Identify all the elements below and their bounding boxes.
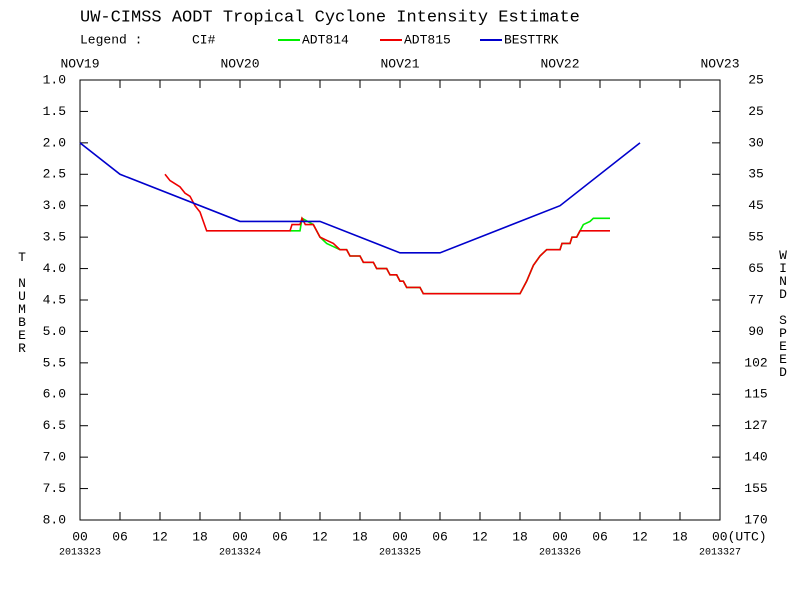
- y2-tick-label: 155: [744, 481, 767, 496]
- date-label: 2013326: [539, 548, 581, 559]
- x-tick-label: 18: [352, 529, 368, 544]
- series-line: [290, 217, 610, 295]
- y-tick-label: 1.5: [43, 104, 66, 119]
- y2-tick-label: 102: [744, 355, 767, 370]
- top-date-label: NOV21: [380, 56, 419, 71]
- y-tick-label: 3.5: [43, 230, 66, 245]
- x-tick-label: 18: [192, 529, 208, 544]
- y2-tick-label: 35: [748, 167, 764, 182]
- legend-label: Legend :: [80, 32, 142, 47]
- date-label: 2013323: [59, 548, 101, 559]
- x-tick-label: 00(UTC): [712, 529, 767, 544]
- x-tick-label: 00: [552, 529, 568, 544]
- y2-tick-label: 30: [748, 135, 764, 150]
- y2-tick-label: 45: [748, 198, 764, 213]
- y-tick-label: 6.5: [43, 418, 66, 433]
- y-tick-label: 2.5: [43, 167, 66, 182]
- x-tick-label: 06: [592, 529, 608, 544]
- series-line: [79, 142, 641, 254]
- top-date-label: NOV19: [60, 56, 99, 71]
- y-tick-label: 6.0: [43, 387, 66, 402]
- y-tick-label: 1.0: [43, 72, 66, 87]
- x-tick-label: 12: [472, 529, 488, 544]
- x-tick-label: 12: [152, 529, 168, 544]
- date-label: 2013324: [219, 548, 261, 559]
- x-tick-label: 00: [232, 529, 248, 544]
- y-axis-label: T NUMBER: [15, 250, 30, 354]
- y2-tick-label: 127: [744, 418, 767, 433]
- legend-entry: ADT815: [404, 32, 451, 47]
- x-tick-label: 18: [512, 529, 528, 544]
- y2-axis-label: WIND SPEED: [776, 248, 791, 378]
- top-date-label: NOV23: [700, 56, 739, 71]
- y-tick-label: 5.0: [43, 324, 66, 339]
- legend-entry: BESTTRK: [504, 32, 559, 47]
- plot-frame: [79, 79, 721, 521]
- x-tick-label: 06: [272, 529, 288, 544]
- y-tick-label: 4.5: [43, 292, 66, 307]
- chart-title: UW-CIMSS AODT Tropical Cyclone Intensity…: [80, 8, 580, 27]
- x-tick-label: 18: [672, 529, 688, 544]
- y-tick-label: 7.0: [43, 450, 66, 465]
- y2-tick-label: 140: [744, 450, 767, 465]
- x-tick-label: 06: [432, 529, 448, 544]
- y2-tick-label: 25: [748, 72, 764, 87]
- legend-entry: ADT814: [302, 32, 349, 47]
- y-tick-label: 7.5: [43, 481, 66, 496]
- x-tick-label: 12: [312, 529, 328, 544]
- y-tick-label: 4.0: [43, 261, 66, 276]
- x-tick-label: 12: [632, 529, 648, 544]
- y-tick-label: 8.0: [43, 512, 66, 527]
- date-label: 2013327: [699, 548, 741, 559]
- y-tick-label: 2.0: [43, 135, 66, 150]
- y2-tick-label: 65: [748, 261, 764, 276]
- series-line: [164, 173, 610, 295]
- legend-note: CI#: [192, 32, 216, 47]
- date-label: 2013325: [379, 548, 421, 559]
- x-tick-label: 00: [392, 529, 408, 544]
- y2-tick-label: 90: [748, 324, 764, 339]
- y2-tick-label: 170: [744, 512, 767, 527]
- y-tick-label: 3.0: [43, 198, 66, 213]
- y2-tick-label: 25: [748, 104, 764, 119]
- y-tick-label: 5.5: [43, 355, 66, 370]
- y2-tick-label: 77: [748, 292, 764, 307]
- top-date-label: NOV20: [220, 56, 259, 71]
- y2-tick-label: 55: [748, 230, 764, 245]
- x-tick-label: 00: [72, 529, 88, 544]
- top-date-label: NOV22: [540, 56, 579, 71]
- x-tick-label: 06: [112, 529, 128, 544]
- y2-tick-label: 115: [744, 387, 767, 402]
